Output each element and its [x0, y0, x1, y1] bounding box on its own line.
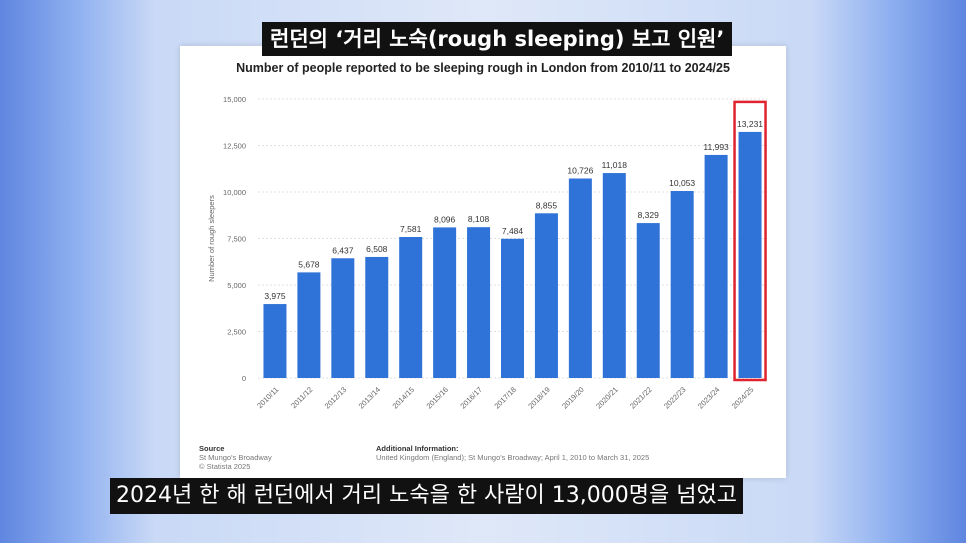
bar [602, 173, 626, 378]
bar [399, 236, 423, 378]
data-label: 5,678 [298, 259, 320, 269]
x-tick-label: 2022/23 [662, 385, 688, 411]
x-tick-label: 2018/19 [526, 385, 552, 411]
x-tick-label: 2012/13 [323, 385, 349, 411]
source-heading: Source [199, 444, 225, 453]
data-label: 10,053 [669, 178, 695, 188]
source-line-2: © Statista 2025 [199, 462, 251, 471]
bar [433, 227, 457, 378]
bar [636, 223, 660, 378]
data-label: 8,855 [536, 200, 558, 210]
bar [331, 258, 355, 378]
bar [263, 304, 287, 378]
additional-info-block: Additional Information: United Kingdom (… [376, 444, 649, 462]
top-caption: 런던의 ‘거리 노숙(rough sleeping) 보고 인원’ [262, 22, 733, 56]
y-tick-label: 5,000 [227, 281, 246, 290]
source-block: Source St Mungo's Broadway © Statista 20… [199, 444, 272, 471]
x-tick-label: 2011/12 [289, 385, 314, 410]
bar [534, 213, 558, 378]
data-label: 3,975 [264, 291, 286, 301]
x-tick-label: 2020/21 [594, 385, 620, 411]
bar [297, 272, 321, 378]
y-tick-label: 0 [242, 374, 246, 383]
data-label: 10,726 [567, 165, 593, 175]
y-axis-label: Number of rough sleepers [207, 195, 216, 282]
bar [704, 154, 728, 378]
data-label: 11,018 [602, 160, 628, 170]
data-label: 6,508 [366, 244, 388, 254]
x-tick-label: 2019/20 [560, 385, 586, 411]
data-label: 13,231 [737, 119, 763, 129]
x-tick-label: 2024/25 [730, 385, 756, 411]
y-tick-label: 10,000 [223, 188, 246, 197]
bottom-subtitle: 2024년 한 해 런던에서 거리 노숙을 한 사람이 13,000명을 넘었고 [110, 478, 743, 514]
data-label: 8,108 [468, 214, 490, 224]
data-label: 7,581 [400, 224, 422, 234]
bar [738, 131, 762, 378]
data-label: 11,993 [703, 142, 729, 152]
highlight-box [733, 100, 767, 382]
bar [501, 238, 524, 378]
bar-chart: 0 2,500 5,000 7,500 10,000 12,500 15,000 Number… [207, 95, 767, 411]
y-tick-label: 15,000 [223, 95, 246, 104]
data-label: 6,437 [332, 245, 354, 255]
bar [568, 178, 592, 378]
additional-info-heading: Additional Information: [376, 444, 459, 453]
x-tick-label: 2016/17 [458, 385, 484, 411]
data-label: 7,484 [502, 226, 524, 236]
data-label: 8,329 [638, 210, 660, 220]
bar [467, 227, 491, 378]
x-tick-label: 2010/11 [255, 385, 280, 410]
bar [365, 256, 389, 378]
x-tick-label: 2021/22 [628, 385, 654, 411]
x-tick-label: 2013/14 [357, 385, 383, 411]
y-tick-label: 12,500 [223, 142, 246, 151]
bar [670, 191, 694, 378]
x-tick-label: 2014/15 [391, 385, 417, 411]
additional-info-text: United Kingdom (England); St Mungo's Bro… [376, 453, 650, 462]
source-line-1: St Mungo's Broadway [199, 453, 272, 462]
x-tick-label: 2015/16 [425, 385, 451, 411]
chart-card: Number of people reported to be sleeping… [180, 46, 786, 478]
chart-title: Number of people reported to be sleeping… [236, 61, 730, 75]
x-tick-label: 2017/18 [492, 385, 518, 411]
x-tick-label: 2023/24 [696, 385, 722, 411]
y-tick-label: 2,500 [227, 328, 246, 337]
y-tick-label: 7,500 [227, 235, 246, 244]
data-label: 8,096 [434, 214, 456, 224]
